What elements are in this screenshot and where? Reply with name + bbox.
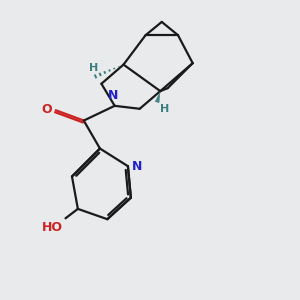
Text: O: O — [42, 103, 52, 116]
Text: H: H — [160, 104, 169, 114]
Text: N: N — [108, 89, 119, 102]
Text: HO: HO — [41, 221, 62, 234]
Text: H: H — [88, 63, 98, 74]
Text: N: N — [131, 160, 142, 173]
